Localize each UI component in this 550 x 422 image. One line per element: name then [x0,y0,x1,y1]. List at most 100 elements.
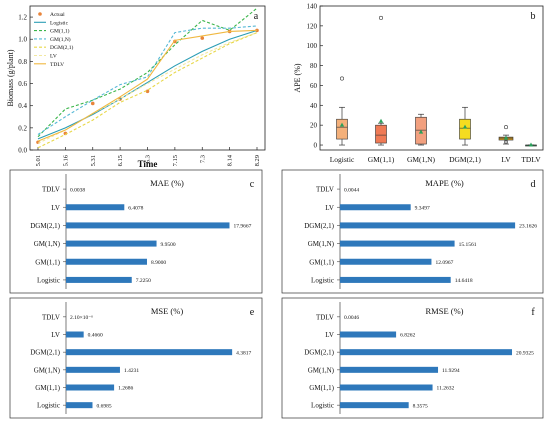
actual-point [90,101,95,106]
legend-label: GM(1,N) [50,36,71,43]
bar-value-label: 11.2632 [437,386,455,392]
bar-value-label: 0.6985 [96,403,111,409]
bar-value-label: 6.4078 [128,205,143,211]
outlier-point [339,76,344,81]
y-tick-label: 0.2 [18,124,27,132]
outlier-point [378,15,383,20]
bar [66,258,147,265]
bar-value-label: 9.3497 [415,205,430,211]
panel-label: b [531,11,536,22]
category-label: TDLV [316,186,334,194]
x-tick-label: 8.29 [254,155,261,166]
panel-label: d [531,179,536,190]
bar [340,204,411,211]
panel-a: 0.0 0.2 0.4 0.6 0.8 1.0 1.2 5.01 5.16 5.31 6.15 6.3… [6,5,266,169]
y-tick-label: 0.6 [18,80,27,88]
bar [66,366,120,373]
category-label: LV [325,204,334,212]
mean-marker [418,129,424,134]
panel-title: MAPE (%) [425,178,464,188]
x-category-label: LV [501,155,511,164]
bar-value-label: 6.8262 [400,333,415,339]
category-label: DGM(2,1) [30,349,60,357]
y-tick-label: 0.8 [18,58,27,66]
series-line-6 [37,29,258,142]
bar [340,366,439,373]
bar-value-label: 0.0038 [70,187,85,193]
box [336,118,348,140]
panel-f: RMSE (%) f TDLV 0.0046 LV 6.8262 DGM(2,1) 20.93… [281,297,544,419]
panel-label: c [250,179,255,190]
box [459,118,471,140]
category-label: TDLV [316,313,334,321]
y-tick-label: 0 [314,142,318,150]
bar-value-label: 23.1626 [519,224,537,230]
legend-label: GM(1,1) [50,28,70,35]
bar [340,240,455,247]
bar [66,204,125,211]
category-label: GM(1,N) [308,366,335,374]
panel-c: MAE (%) c TDLV 0.0038 LV 6.4078 DGM(2,1) 17.966… [9,169,263,294]
panel-title: MSE (%) [151,306,184,316]
category-label: LV [325,331,334,339]
category-label: TDLV [42,186,60,194]
mean-marker [378,118,384,123]
category-label: Logistic [37,402,60,410]
bar-value-label: 0.0044 [344,187,359,193]
y-tick-label: 100 [307,42,318,50]
y-tick-label: 140 [307,3,318,11]
y-tick-label: 1.2 [18,14,27,22]
category-label: DGM(2,1) [304,349,334,357]
x-tick-label: 5.16 [62,154,69,166]
series-line-1 [37,29,258,140]
legend-label: Logistic [50,20,69,26]
legend-label: Actual [50,12,65,18]
panel-frame [281,297,544,419]
x-category-label: GM(1,1) [368,155,395,164]
series-line-2 [37,7,258,138]
category-label: LV [51,331,60,339]
bar-value-label: 8.9000 [151,260,166,266]
x-tick-label: 7.3 [199,155,206,163]
bar-value-label: 9.9500 [161,242,176,248]
panel-d: MAPE (%) d TDLV 0.0044 LV 9.3497 DGM(2,1) 23.16… [281,169,544,294]
bar-value-label: 8.3575 [413,403,428,409]
category-label: GM(1,N) [34,240,61,248]
legend: Actual Logistic GM(1,1)GM(1,N)DGM(2,1) LV TD… [34,12,74,68]
panel-b-frame [319,5,544,151]
x-tick-label: 5.01 [35,155,42,166]
panel-label: a [254,11,259,22]
x-category-label: DGM(2,1) [449,155,481,164]
mean-marker [339,122,345,127]
bar-value-label: 12.0967 [435,260,453,266]
category-label: LV [51,204,60,212]
outlier-point [503,140,508,145]
x-tick-label: 6.15 [117,155,124,166]
bar-value-label: 0.0046 [344,315,359,321]
panel-e: MSE (%) e TDLV 2.10×10⁻⁶ LV 0.4660 DGM(2,1) 4.3… [9,297,263,419]
bar-value-label: 15.1561 [459,242,477,248]
bar-value-label: 7.2250 [136,278,151,284]
x-tick-label: 6.3 [145,155,152,163]
mean-marker [462,124,468,129]
bar-value-label: 2.10×10⁻⁶ [70,315,93,321]
y-tick-label: 0.4 [18,102,27,110]
legend-label: LV [50,54,57,60]
bar [340,222,516,229]
bar [66,402,93,409]
bar [66,331,84,338]
bar-value-label: 1.2686 [118,386,133,392]
actual-point [145,89,150,94]
y-axis-label: Biomass (g/plant) [6,49,15,106]
x-category-label: TDLV [521,155,541,164]
mean-marker [528,142,534,147]
bar [66,240,157,247]
bar-value-label: 0.4660 [88,333,103,339]
bar [66,276,132,283]
x-axis-label: Time [138,159,158,169]
category-label: Logistic [311,276,334,284]
category-label: DGM(2,1) [304,222,334,230]
category-label: Logistic [37,276,60,284]
y-axis-label: APE (%) [293,63,302,92]
